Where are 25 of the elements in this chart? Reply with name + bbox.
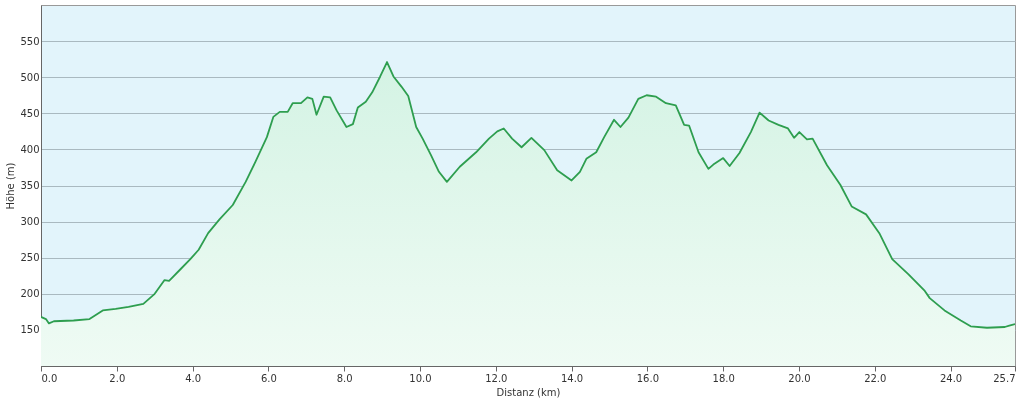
y-tick-label: 500 [20, 71, 40, 83]
y-tick-label: 150 [20, 324, 40, 336]
x-tick-label: 6.0 [260, 372, 277, 384]
x-tick-label: 25.7 [993, 372, 1016, 384]
y-tick-label: 250 [20, 252, 40, 264]
x-tick-label: 0.0 [41, 372, 58, 384]
x-tick-label: 2.0 [109, 372, 126, 384]
x-tick-label: 12.0 [485, 372, 508, 384]
y-tick-label: 200 [20, 288, 40, 300]
x-tick-label: 4.0 [185, 372, 202, 384]
x-axis-title: Distanz (km) [496, 386, 561, 398]
y-tick-label: 550 [20, 35, 40, 47]
x-tick-label: 22.0 [864, 372, 887, 384]
y-tick-label: 300 [20, 216, 40, 228]
x-tick-label: 16.0 [636, 372, 660, 384]
x-tick-label: 24.0 [939, 372, 963, 384]
y-tick-label: 350 [20, 180, 40, 191]
x-tick-label: 14.0 [560, 372, 584, 384]
x-tick-label: 8.0 [336, 372, 353, 384]
y-axis-title: Höhe (m) [5, 162, 17, 210]
x-tick-label: 18.0 [712, 372, 735, 384]
x-tick-label: 10.0 [409, 372, 432, 384]
y-tick-label: 400 [20, 143, 40, 155]
y-tick-label: 450 [20, 107, 40, 119]
x-tick-label: 20.0 [788, 372, 811, 384]
